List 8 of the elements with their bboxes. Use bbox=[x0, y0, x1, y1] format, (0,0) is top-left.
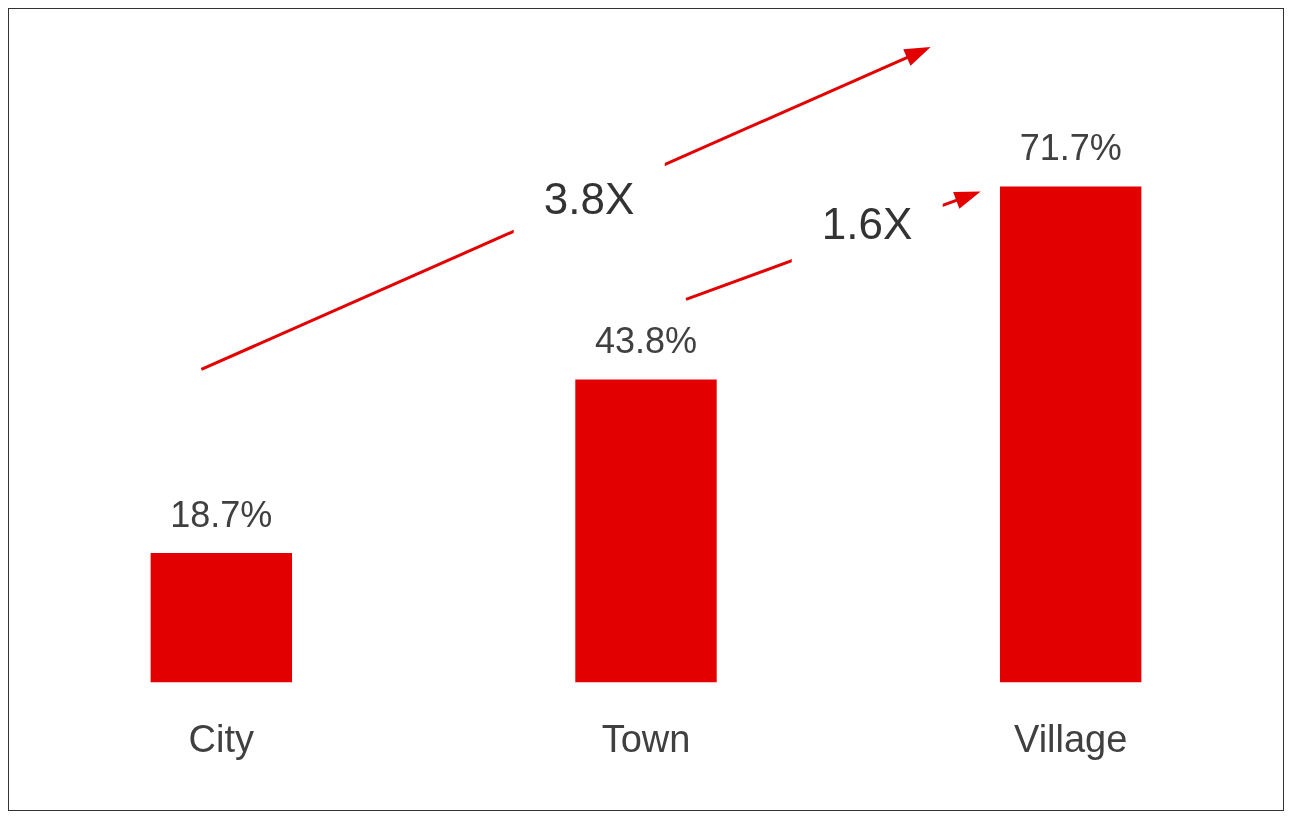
data-label: 43.8% bbox=[594, 320, 698, 362]
annotation: 3.8X bbox=[513, 152, 665, 246]
data-label: 71.7% bbox=[1019, 127, 1122, 169]
data-label: 18.7% bbox=[170, 493, 273, 535]
x-tick-label: Village bbox=[1013, 717, 1128, 760]
x-tick-label: Town bbox=[601, 717, 691, 760]
annotation: 1.6X bbox=[791, 177, 943, 271]
x-tick-label: City bbox=[188, 717, 255, 760]
